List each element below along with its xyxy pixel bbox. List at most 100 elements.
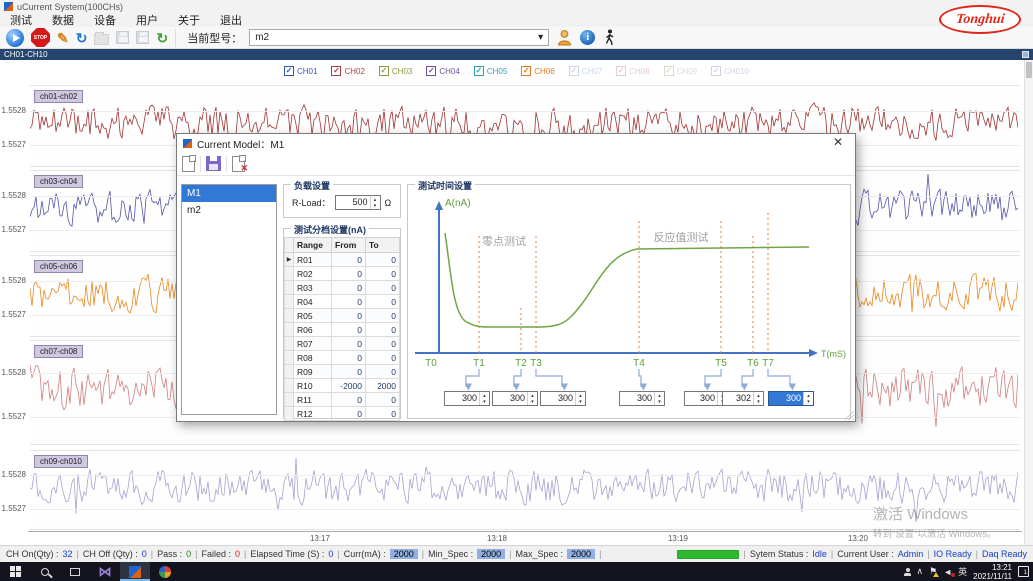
table-row[interactable]: R07 0 0 xyxy=(284,336,400,351)
start-button[interactable] xyxy=(0,562,30,581)
menu-item-2[interactable]: 设备 xyxy=(94,15,116,27)
spin-down-icon[interactable]: ▼ xyxy=(530,398,535,404)
table-row[interactable]: R12 0 0 xyxy=(284,406,400,421)
to-cell[interactable]: 0 xyxy=(365,266,400,281)
spin-down-icon[interactable]: ▼ xyxy=(806,398,811,404)
range-cell[interactable]: R09 xyxy=(293,364,332,379)
table-row[interactable]: ▶ R01 0 0 xyxy=(284,252,400,267)
volume-icon[interactable]: ◄ xyxy=(943,566,956,577)
to-cell[interactable]: 0 xyxy=(365,252,400,267)
spin-down-icon[interactable]: ▼ xyxy=(578,398,583,404)
channel-checkbox-CH05[interactable]: ✓ CH05 xyxy=(473,66,507,76)
range-cell[interactable]: R12 xyxy=(293,406,332,421)
from-cell[interactable]: 0 xyxy=(331,364,366,379)
time-spinner-3[interactable]: 300 ▲ ▼ xyxy=(540,391,586,406)
spin-up-icon[interactable]: ▲ xyxy=(806,392,811,398)
range-cell[interactable]: R03 xyxy=(293,280,332,295)
rload-spinner[interactable]: 500 ▲ ▼ xyxy=(334,195,381,210)
from-cell[interactable]: 0 xyxy=(331,406,366,421)
to-cell[interactable]: 0 xyxy=(365,280,400,295)
delete-model-icon[interactable] xyxy=(232,154,248,174)
menu-item-5[interactable]: 退出 xyxy=(220,15,242,27)
user-icon[interactable] xyxy=(556,29,573,46)
channel-checkbox-CH01[interactable]: ✓ CH01 xyxy=(284,66,317,76)
people-tray-icon[interactable] xyxy=(903,567,911,576)
spinner-arrows-icon[interactable]: ▲▼ xyxy=(803,392,813,405)
chevron-up-icon[interactable]: ∧ xyxy=(916,566,924,576)
to-cell[interactable]: 0 xyxy=(365,322,400,337)
visual-studio-taskbar-icon[interactable]: ⋈ xyxy=(90,562,120,581)
start-test-button[interactable] xyxy=(6,28,24,47)
menu-item-4[interactable]: 关于 xyxy=(178,15,200,27)
channel-checkbox-CH07[interactable]: ✓ CH07 xyxy=(568,66,602,76)
time-spinner-2[interactable]: 300 ▲ ▼ xyxy=(492,391,538,406)
to-cell[interactable]: 0 xyxy=(365,294,400,309)
strip-corner-icon[interactable] xyxy=(1022,51,1029,58)
spinner-arrows-icon[interactable]: ▲▼ xyxy=(753,392,763,405)
channel-checkbox-CH08[interactable]: ✓ CH08 xyxy=(616,66,650,76)
range-cell[interactable]: R11 xyxy=(293,392,332,407)
spin-down-icon[interactable]: ▼ xyxy=(657,398,662,404)
range-cell[interactable]: R10 xyxy=(293,378,332,393)
spinner-arrows-icon[interactable]: ▲▼ xyxy=(575,392,585,405)
channel-checkbox-CH010[interactable]: ✓ CH010 xyxy=(711,66,749,76)
range-cell[interactable]: R07 xyxy=(293,336,332,351)
table-row[interactable]: R11 0 0 xyxy=(284,392,400,407)
vertical-scrollbar[interactable] xyxy=(1024,60,1033,545)
resize-grip[interactable] xyxy=(844,410,854,420)
channel-checkbox-CH06[interactable]: ✓ CH06 xyxy=(521,66,555,76)
channel-checkbox-CH02[interactable]: ✓ CH02 xyxy=(331,66,365,76)
tonghui-taskbar-icon[interactable] xyxy=(120,562,150,581)
model-dropdown[interactable]: m2 ▾ xyxy=(249,29,550,46)
time-spinner-7[interactable]: 300 ▲ ▼ xyxy=(768,391,814,406)
new-model-icon[interactable] xyxy=(182,154,196,172)
table-row[interactable]: R08 0 0 xyxy=(284,350,400,365)
spin-down-icon[interactable]: ▼ xyxy=(756,398,761,404)
spin-up-icon[interactable]: ▲ xyxy=(756,392,761,398)
spin-up-icon[interactable]: ▲ xyxy=(578,392,583,398)
refresh-icon[interactable]: ↻ xyxy=(156,29,169,46)
spin-up-icon[interactable]: ▲ xyxy=(482,392,487,398)
to-cell[interactable]: 0 xyxy=(365,336,400,351)
spinner-arrows-icon[interactable]: ▲▼ xyxy=(654,392,664,405)
time-spinner-1[interactable]: 300 ▲ ▼ xyxy=(444,391,490,406)
table-row[interactable]: R10 -2000 2000 xyxy=(284,378,400,393)
spinner-arrows-icon[interactable]: ▲▼ xyxy=(369,196,380,209)
spinner-arrows-icon[interactable]: ▲▼ xyxy=(527,392,537,405)
notification-icon[interactable]: 1 xyxy=(1018,566,1029,577)
table-row[interactable]: R06 0 0 xyxy=(284,322,400,337)
table-row[interactable]: R03 0 0 xyxy=(284,280,400,295)
from-cell[interactable]: 0 xyxy=(331,392,366,407)
range-cell[interactable]: R05 xyxy=(293,308,332,323)
task-view-button[interactable] xyxy=(60,562,90,581)
menu-item-0[interactable]: 测试 xyxy=(10,15,32,27)
time-spinner-4[interactable]: 300 ▲ ▼ xyxy=(619,391,665,406)
dialog-close-button[interactable]: ✕ xyxy=(832,135,844,149)
spin-up-icon[interactable]: ▲ xyxy=(530,392,535,398)
from-cell[interactable]: 0 xyxy=(331,252,366,267)
from-cell[interactable]: 0 xyxy=(331,322,366,337)
from-cell[interactable]: 0 xyxy=(331,266,366,281)
edit-icon[interactable]: ✎ xyxy=(57,29,69,46)
to-cell[interactable]: 0 xyxy=(365,350,400,365)
from-cell[interactable]: 0 xyxy=(331,308,366,323)
channel-checkbox-CH09[interactable]: ✓ CH09 xyxy=(663,66,697,76)
model-item-m2[interactable]: m2 xyxy=(187,205,201,216)
logout-walk-icon[interactable] xyxy=(602,29,616,46)
spinner-arrows-icon[interactable]: ▲▼ xyxy=(479,392,489,405)
flag-warning-icon[interactable]: ⚑ xyxy=(929,566,940,577)
table-row[interactable]: R04 0 0 xyxy=(284,294,400,309)
range-cell[interactable]: R04 xyxy=(293,294,332,309)
table-row[interactable]: R02 0 0 xyxy=(284,266,400,281)
spin-up-icon[interactable]: ▲ xyxy=(657,392,662,398)
range-cell[interactable]: R08 xyxy=(293,350,332,365)
range-cell[interactable]: R01 xyxy=(293,252,332,267)
menu-item-3[interactable]: 用户 xyxy=(136,15,158,27)
clock[interactable]: 13:21 2021/11/11 xyxy=(973,563,1012,581)
from-cell[interactable]: 0 xyxy=(331,350,366,365)
from-cell[interactable]: 0 xyxy=(331,336,366,351)
from-cell[interactable]: 0 xyxy=(331,294,366,309)
table-row[interactable]: R05 0 0 xyxy=(284,308,400,323)
time-spinner-6[interactable]: 302 ▲ ▼ xyxy=(722,391,764,406)
channel-checkbox-CH03[interactable]: ✓ CH03 xyxy=(378,66,412,76)
